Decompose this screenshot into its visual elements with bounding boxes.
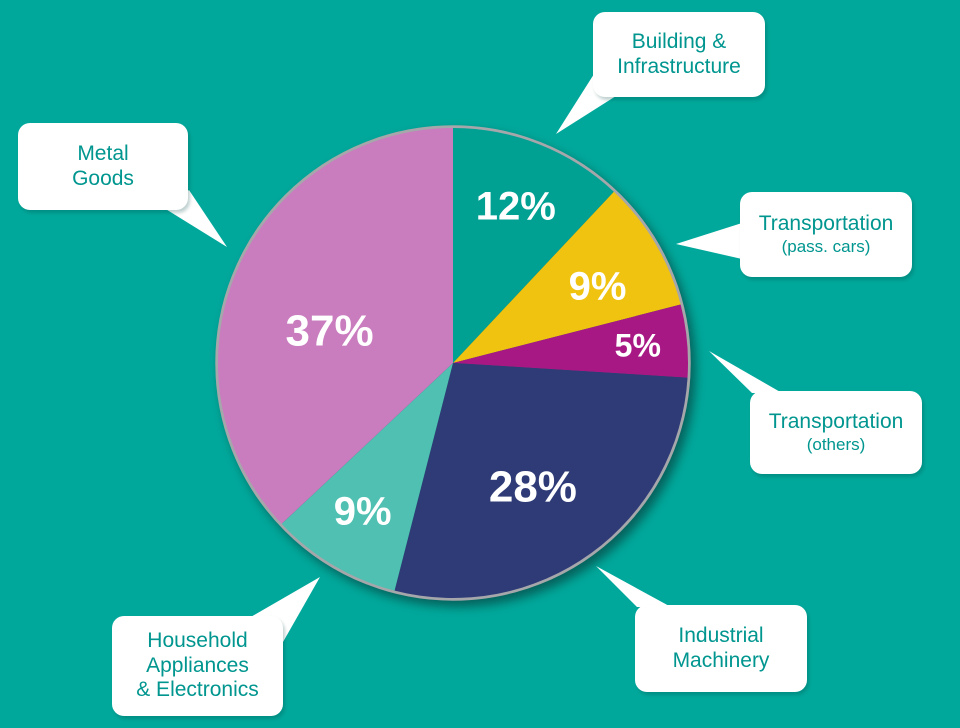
pie-slice-transportation-pass-cars	[453, 191, 681, 363]
callout-line: Transportation	[768, 410, 904, 434]
callout-metal-goods: Metal Goods	[18, 123, 188, 210]
pie-slice-industrial-machinery	[394, 363, 688, 599]
pie-slices	[217, 127, 689, 599]
callout-metal-goods-label: Metal Goods	[72, 142, 134, 192]
callout-line: (pass. cars)	[781, 236, 871, 256]
callout-line: Transportation	[758, 212, 894, 236]
callout-transportation-pass-cars-label: Transportation (pass. cars)	[759, 212, 894, 257]
callout-building-infrastructure: Building & Infrastructure	[593, 12, 765, 97]
pie-slice-value: 9%	[334, 490, 392, 534]
callout-line: Building &	[631, 29, 727, 53]
callout-transportation-pass-cars: Transportation (pass. cars)	[740, 192, 912, 277]
callout-household-appliances-electronics-label: Household Appliances & Electronics	[136, 629, 259, 703]
pie-slice-household-appliances-electronics	[281, 363, 453, 591]
pie-slice-value: 28%	[489, 463, 577, 512]
callout-line: & Electronics	[136, 678, 259, 702]
callout-tail-industrial-machinery	[596, 566, 671, 607]
pie-slice-transportation-others	[453, 304, 689, 378]
callout-building-infrastructure-label: Building & Infrastructure	[617, 30, 741, 80]
callout-line: Metal	[77, 141, 129, 165]
callout-tail-transportation-pass-cars	[676, 223, 742, 259]
callout-tail-transportation-others	[709, 351, 782, 393]
pie-slice-building-infrastructure	[453, 128, 614, 363]
pie-slice-value: 9%	[569, 265, 627, 309]
callout-household-appliances-electronics: Household Appliances & Electronics	[112, 616, 283, 716]
pie-value-labels: 12% 9% 5% 28% 9% 37%	[286, 184, 661, 533]
pie-rim	[215, 125, 691, 601]
callout-line: Industrial	[678, 623, 764, 647]
pie-slice-value: 5%	[615, 328, 661, 364]
callout-line: Appliances	[146, 653, 249, 677]
callout-line: (others)	[806, 434, 866, 454]
callout-transportation-others: Transportation (others)	[750, 391, 922, 474]
pie-slice-value: 37%	[286, 307, 374, 356]
pie-slice-value: 12%	[476, 184, 556, 228]
pie-slice-metal-goods	[217, 127, 453, 524]
callout-line: Goods	[72, 166, 134, 190]
callout-industrial-machinery: Industrial Machinery	[635, 605, 807, 692]
callout-line: Infrastructure	[617, 54, 741, 78]
callout-line: Household	[147, 628, 248, 652]
callout-transportation-others-label: Transportation (others)	[769, 410, 904, 455]
callout-line: Machinery	[672, 648, 770, 672]
callout-industrial-machinery-label: Industrial Machinery	[673, 624, 770, 674]
